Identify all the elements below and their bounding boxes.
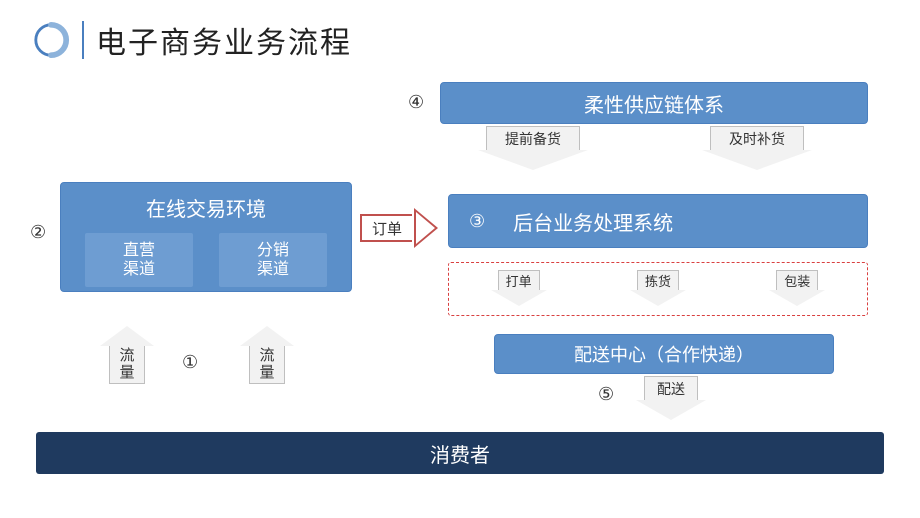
node-direct-channel: 直营 渠道 — [84, 232, 194, 288]
traffic2-l1: 流 — [259, 348, 274, 365]
node-supply-chain-label: 柔性供应链体系 — [584, 89, 724, 118]
arrow-prestock: 提前备货 — [478, 126, 588, 172]
dist-line2: 渠道 — [257, 260, 289, 279]
step-num-1: ① — [182, 352, 198, 373]
traffic1-l1: 流 — [119, 348, 134, 365]
node-delivery-center-label: 配送中心（合作快递） — [574, 341, 754, 367]
arrow-restock-label: 及时补货 — [710, 126, 804, 150]
arrow-prestock-label: 提前备货 — [486, 126, 580, 150]
arrow-order-label: 订单 — [360, 214, 412, 242]
step-num-4: ④ — [408, 92, 424, 113]
node-online-trade-label: 在线交易环境 — [146, 193, 266, 222]
arrow-traffic-1: 流 量 — [100, 326, 154, 384]
page-title: 电子商务业务流程 — [96, 18, 352, 62]
traffic2-l2: 量 — [259, 365, 274, 382]
traffic1-l2: 量 — [119, 365, 134, 382]
dist-line1: 分销 — [257, 241, 289, 260]
arrow-traffic-2: 流 量 — [240, 326, 294, 384]
arrow-print-label: 打单 — [498, 270, 540, 290]
node-delivery-center: 配送中心（合作快递） — [494, 334, 834, 374]
arrow-pick: 拣货 — [630, 270, 686, 308]
node-consumer-label: 消费者 — [430, 439, 490, 468]
arrow-print: 打单 — [491, 270, 547, 308]
node-consumer: 消费者 — [36, 432, 884, 474]
logo-icon — [32, 21, 70, 59]
node-supply-chain: 柔性供应链体系 — [440, 82, 868, 124]
arrow-deliver-label: 配送 — [644, 376, 698, 400]
title-divider — [82, 21, 84, 59]
arrow-pick-label: 拣货 — [637, 270, 679, 290]
node-online-trade: 在线交易环境 直营 渠道 分销 渠道 — [60, 182, 352, 292]
arrow-pack-label: 包装 — [776, 270, 818, 290]
arrow-deliver: 配送 — [636, 376, 706, 422]
arrow-pack: 包装 — [769, 270, 825, 308]
direct-line1: 直营 — [123, 241, 155, 260]
direct-line2: 渠道 — [123, 260, 155, 279]
arrow-restock: 及时补货 — [702, 126, 812, 172]
step-num-5: ⑤ — [598, 384, 614, 405]
title-row: 电子商务业务流程 — [32, 18, 352, 62]
node-backend-label: 后台业务处理系统 — [513, 207, 673, 236]
arrow-order: 订单 — [360, 208, 438, 248]
node-dist-channel: 分销 渠道 — [218, 232, 328, 288]
node-ops-group: 打单 拣货 包装 — [448, 262, 868, 316]
step-num-2: ② — [30, 222, 46, 243]
node-backend: ③ 后台业务处理系统 — [448, 194, 868, 248]
step-num-3: ③ — [469, 211, 485, 232]
